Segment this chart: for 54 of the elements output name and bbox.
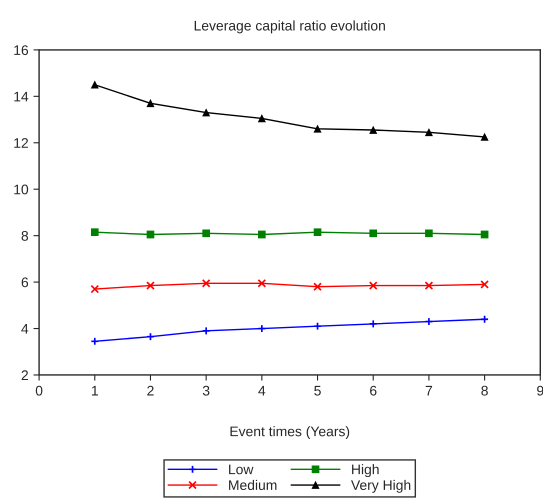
x-tick-label: 0 <box>36 386 42 396</box>
x-tick-label: 7 <box>426 386 432 396</box>
point <box>425 128 433 136</box>
point <box>314 228 322 236</box>
x-tick-label: 1 <box>92 386 98 396</box>
point <box>313 322 322 331</box>
y-tick-label: 2 <box>22 370 28 380</box>
y-tick-label: 14 <box>14 92 28 102</box>
point <box>202 230 210 238</box>
point <box>202 108 210 116</box>
point <box>146 281 155 290</box>
chart-title: Leverage capital ratio evolution <box>194 20 385 34</box>
point <box>146 230 154 238</box>
x-tick-label: 8 <box>481 386 488 396</box>
x-axis-title: Event times (Years) <box>230 426 350 440</box>
point <box>202 326 210 336</box>
x-tick-label: 9 <box>537 386 543 396</box>
point <box>369 126 378 134</box>
point <box>424 281 434 290</box>
point <box>202 278 210 288</box>
point <box>90 228 99 236</box>
point <box>368 281 378 290</box>
y-tick-label: 10 <box>14 184 28 194</box>
point <box>314 125 322 133</box>
y-tick-label: 12 <box>14 138 28 148</box>
x-tick-label: 4 <box>258 386 266 396</box>
point <box>90 284 100 294</box>
point <box>90 80 99 89</box>
legend-label: Medium <box>229 480 276 490</box>
x-tick-label: 2 <box>147 386 154 396</box>
point <box>424 317 434 326</box>
point <box>258 114 266 122</box>
point <box>258 324 266 333</box>
y-tick-label: 4 <box>21 324 28 334</box>
point <box>258 230 266 238</box>
point <box>480 230 488 238</box>
point <box>146 332 155 341</box>
x-tick-label: 5 <box>314 386 321 396</box>
y-tick-label: 6 <box>22 277 28 288</box>
point <box>480 280 489 289</box>
point <box>369 230 378 238</box>
x-tick-label: 6 <box>370 386 376 396</box>
y-tick-label: 8 <box>22 230 28 241</box>
legend-label: Very High <box>351 480 410 493</box>
x-tick-label: 3 <box>202 386 210 396</box>
y-tick-label: 16 <box>14 45 28 56</box>
point <box>368 320 378 328</box>
point <box>425 230 433 238</box>
legend-label: Low <box>229 464 254 474</box>
point <box>480 133 488 141</box>
point <box>313 282 322 292</box>
point <box>258 278 266 288</box>
legend-label: High <box>352 464 379 478</box>
point <box>146 99 154 108</box>
